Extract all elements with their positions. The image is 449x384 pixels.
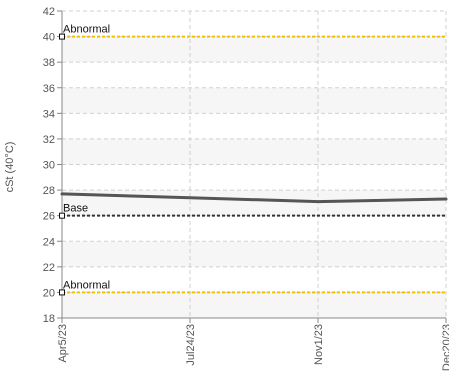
plot-band	[62, 266, 446, 293]
reference-label: Abnormal	[63, 279, 110, 291]
y-tick-label: 18	[43, 313, 55, 325]
tick-labels: 18 20 22 24 26 28 30 32 34 36 38 40 42 Apr5/23 Jul24/2…	[43, 6, 449, 371]
reference-lines: Abnormal Base Abnormal	[59, 24, 446, 296]
x-tick-label: Apr5/23	[57, 324, 69, 363]
y-tick-label: 30	[43, 160, 55, 172]
y-tick-label: 20	[43, 287, 55, 299]
reference-marker	[59, 212, 65, 219]
plot-band	[62, 138, 446, 165]
reference-marker	[59, 33, 65, 40]
y-tick-label: 24	[43, 236, 55, 248]
axes	[57, 10, 447, 323]
x-tick-label: Jul24/23	[185, 324, 197, 366]
reference-label: Base	[63, 203, 88, 215]
y-tick-label: 26	[43, 211, 55, 223]
y-tick-label: 38	[43, 57, 55, 69]
plot-band	[62, 292, 446, 318]
plot-band	[62, 190, 446, 216]
plot-band	[62, 11, 446, 37]
y-tick-label: 36	[43, 83, 55, 95]
plot-band	[62, 241, 446, 267]
y-tick-label: 32	[43, 134, 55, 146]
plot-band	[62, 62, 446, 88]
plot-band	[62, 164, 446, 191]
plot-band	[62, 113, 446, 139]
plot-band	[62, 87, 446, 114]
x-tick-label: Dec20/23	[441, 324, 449, 371]
y-tick-label: 34	[43, 108, 55, 120]
reference-label: Abnormal	[63, 24, 110, 36]
plot-band	[62, 36, 446, 63]
y-tick-label: 28	[43, 185, 55, 197]
y-tick-label: 42	[43, 6, 55, 18]
plot-bands	[62, 11, 446, 318]
x-tick-label: Nov1/23	[313, 324, 325, 365]
y-tick-label: 22	[43, 262, 55, 274]
y-axis-label: cSt (40°C)	[4, 142, 16, 193]
reference-marker	[59, 289, 65, 296]
y-tick-label: 40	[43, 32, 55, 44]
plot-band	[62, 215, 446, 242]
series-line	[60, 192, 448, 204]
series-group	[60, 192, 448, 204]
